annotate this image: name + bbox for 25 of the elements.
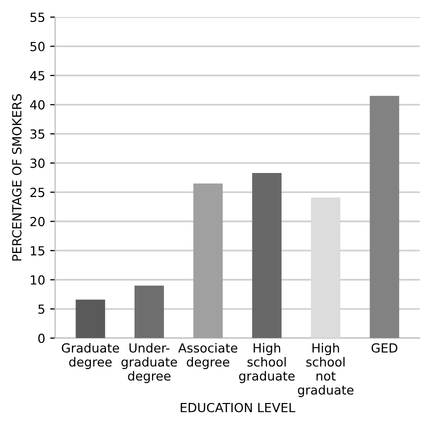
x-tick-label: Graduate degree [62,342,120,370]
bar [370,96,400,338]
x-tick-label: GED [372,343,398,353]
x-tick-label: Associate degree [178,342,238,370]
y-tick-label: 20 [30,216,45,226]
x-tick-label: High school graduate [239,342,295,384]
x-axis-title: EDUCATION LEVEL [180,402,296,412]
y-tick-label: 5 [38,304,44,314]
y-tick-label: 40 [30,100,45,110]
x-tick-label: High school not graduate [298,342,354,398]
y-tick-label: 30 [30,158,45,168]
y-tick-label: 0 [38,334,45,344]
bar [134,286,164,338]
bar [252,172,282,338]
y-tick-label: 35 [30,129,44,139]
y-tick-label: 15 [30,246,44,256]
x-tick-label: Under- graduate degree [121,342,177,384]
bar [76,300,106,338]
y-axis-title: PERCENTAGE OF SMOKERS [12,94,22,261]
y-tick-label: 45 [30,71,44,80]
y-tick-label: 10 [30,275,45,285]
y-tick-label: 50 [30,42,45,52]
bar [193,183,223,338]
y-tick-label: 25 [30,188,44,198]
y-tick-label: 55 [30,12,44,22]
